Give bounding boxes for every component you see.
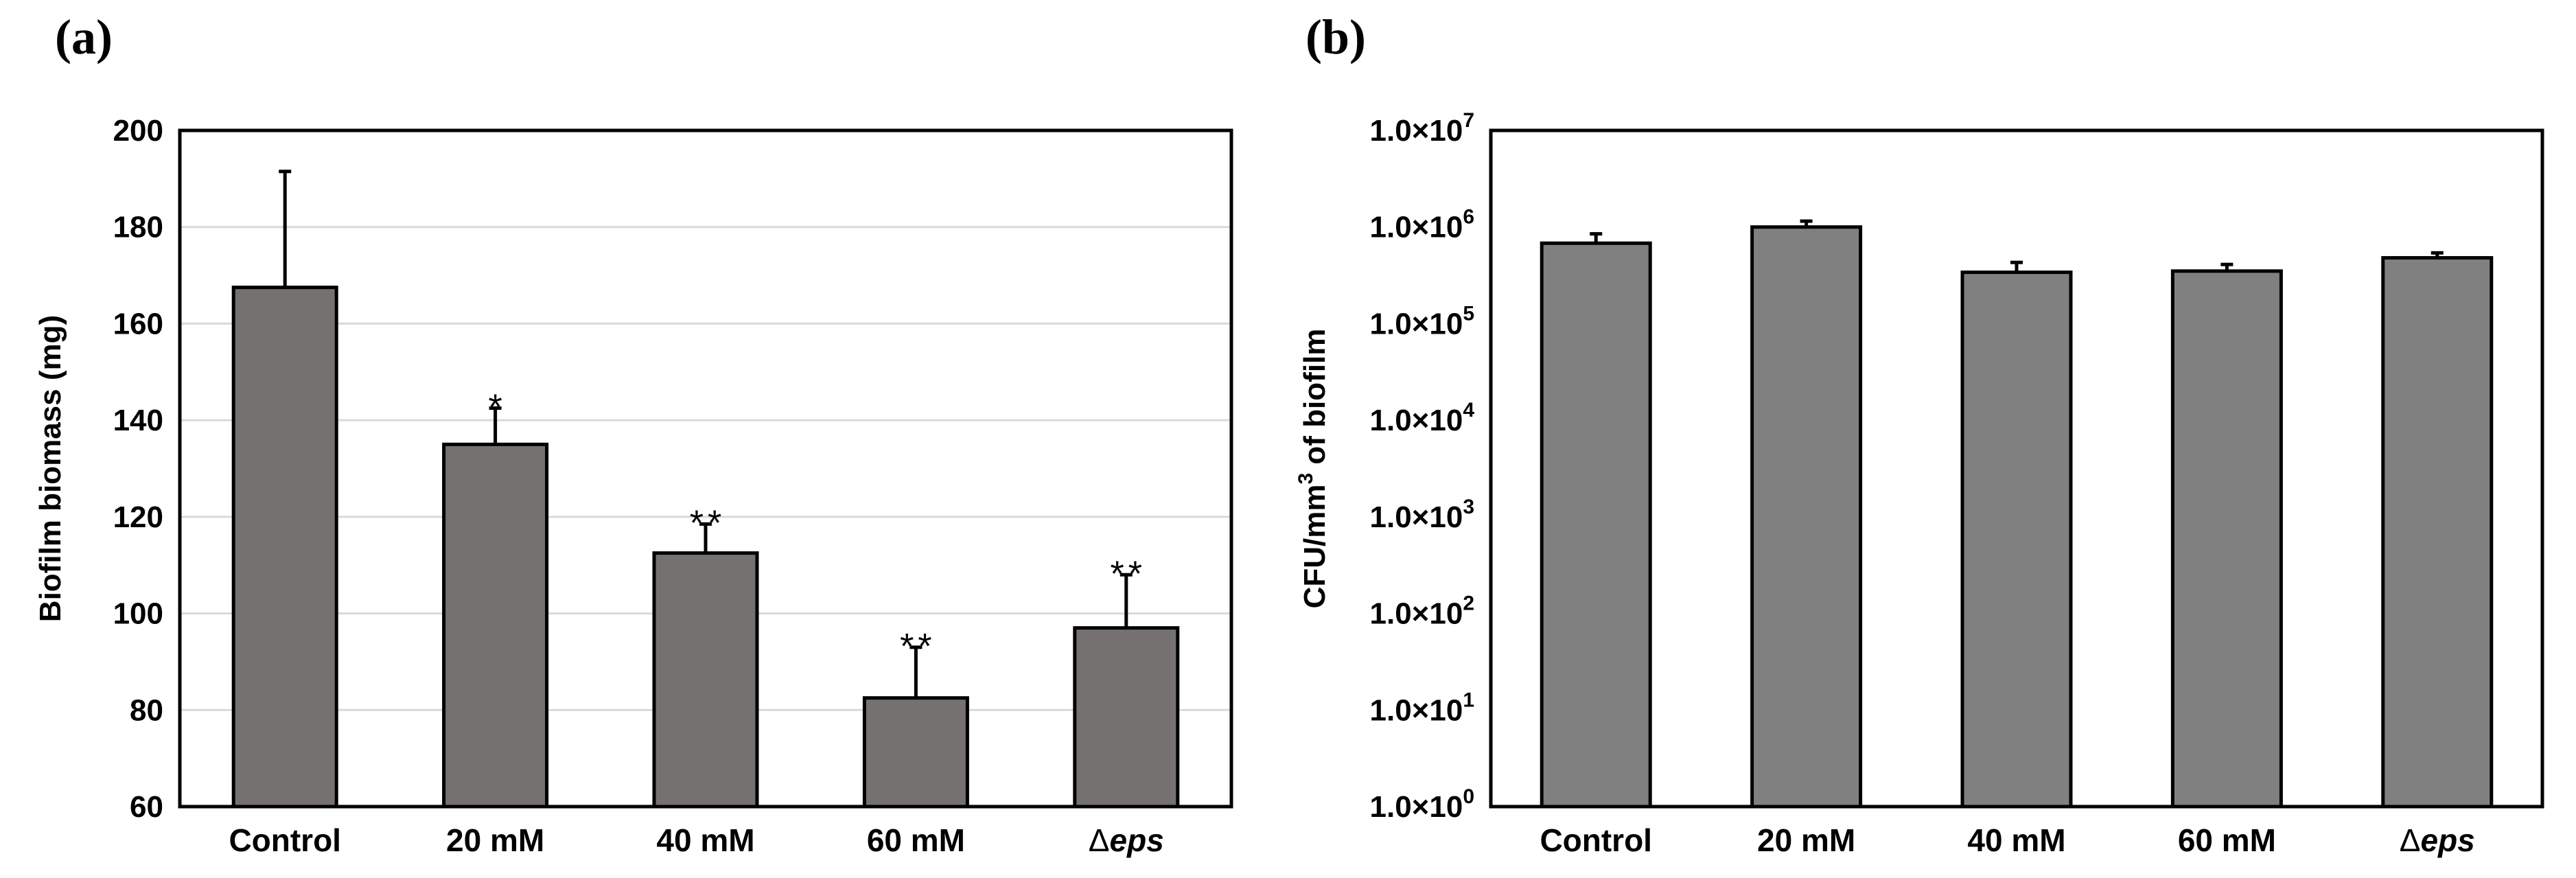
panel-a-significance-marker: * <box>488 388 506 428</box>
panel-a-x-tick-label: 20 mM <box>446 822 544 858</box>
panel-a-x-tick-label: Δeps <box>1089 822 1164 858</box>
panel-a-x-tick-label: 40 mM <box>656 822 754 858</box>
panel-b-y-tick-label: 1.0×105 <box>1370 302 1475 340</box>
panel-b-label: (b) <box>1306 10 1366 65</box>
panel-a-chart: (a) 60 80 100 120 140 160 180 200 Control * 20 mM **… <box>34 10 1233 858</box>
panel-a-significance-marker: ** <box>690 503 726 543</box>
panel-b-bar-2 <box>1750 225 1863 809</box>
panel-a-bar-3 <box>652 551 759 809</box>
panel-a-y-tick-label: 80 <box>130 693 163 727</box>
panel-a-x-tick-label: Control <box>229 822 341 858</box>
panel-a-y-tick-label: 120 <box>113 500 163 534</box>
panel-a-label: (a) <box>55 10 113 65</box>
panel-b-y-tick-label: 1.0×101 <box>1370 689 1475 727</box>
panel-b-bar-3 <box>1960 270 2073 809</box>
panel-b-x-tick-label: 20 mM <box>1757 822 1855 858</box>
panel-b-y-tick-label: 1.0×106 <box>1370 206 1475 244</box>
panel-a-y-axis-title: Biofilm biomass (mg) <box>34 315 67 622</box>
panel-b-x-tick-label: Control <box>1540 822 1652 858</box>
panel-b-x-tick-label: 40 mM <box>1967 822 2065 858</box>
panel-a-bar-1 <box>231 286 338 809</box>
panel-b-y-tick-label: 1.0×107 <box>1370 109 1475 148</box>
panel-a-y-tick-label: 180 <box>113 211 163 244</box>
panel-a-y-tick-label: 60 <box>130 790 163 824</box>
panel-a-bar-5 <box>1073 626 1180 809</box>
panel-b-y-tick-label: 1.0×103 <box>1370 496 1475 534</box>
panel-a-bar-2 <box>442 442 549 809</box>
panel-b-y-tick-label: 1.0×100 <box>1370 785 1475 824</box>
panel-b-y-tick-label: 1.0×104 <box>1370 399 1475 437</box>
panel-a-y-tick-label: 160 <box>113 307 163 340</box>
panel-a-y-tick-label: 100 <box>113 597 163 631</box>
panel-b-y-tick-label: 1.0×102 <box>1370 592 1475 631</box>
panel-b-bar-4 <box>2170 269 2283 809</box>
panel-a-y-tick-label: 140 <box>113 404 163 437</box>
panel-a-plot-frame <box>178 128 1233 809</box>
panel-b-bar-5 <box>2381 256 2494 809</box>
panel-b-bar-1 <box>1540 241 1652 809</box>
panel-a-x-tick-label: 60 mM <box>867 822 965 858</box>
panel-b-x-tick-label: 60 mM <box>2178 822 2276 858</box>
panel-a-significance-marker: ** <box>1111 554 1146 594</box>
panel-b-x-tick-label: Δeps <box>2400 822 2475 858</box>
panel-b-plot-frame <box>1489 128 2544 809</box>
panel-b-y-axis-title: CFU/mm3 of biofilm <box>1295 329 1332 609</box>
panel-a-bar-4 <box>862 696 969 809</box>
panel-b-chart: (b) 1.0×100 1.0×101 1.0×102 1.0×103 1.0×104 1.… <box>1295 10 2544 858</box>
panel-a-y-tick-label: 200 <box>113 114 163 148</box>
panel-a-significance-marker: ** <box>900 627 936 667</box>
